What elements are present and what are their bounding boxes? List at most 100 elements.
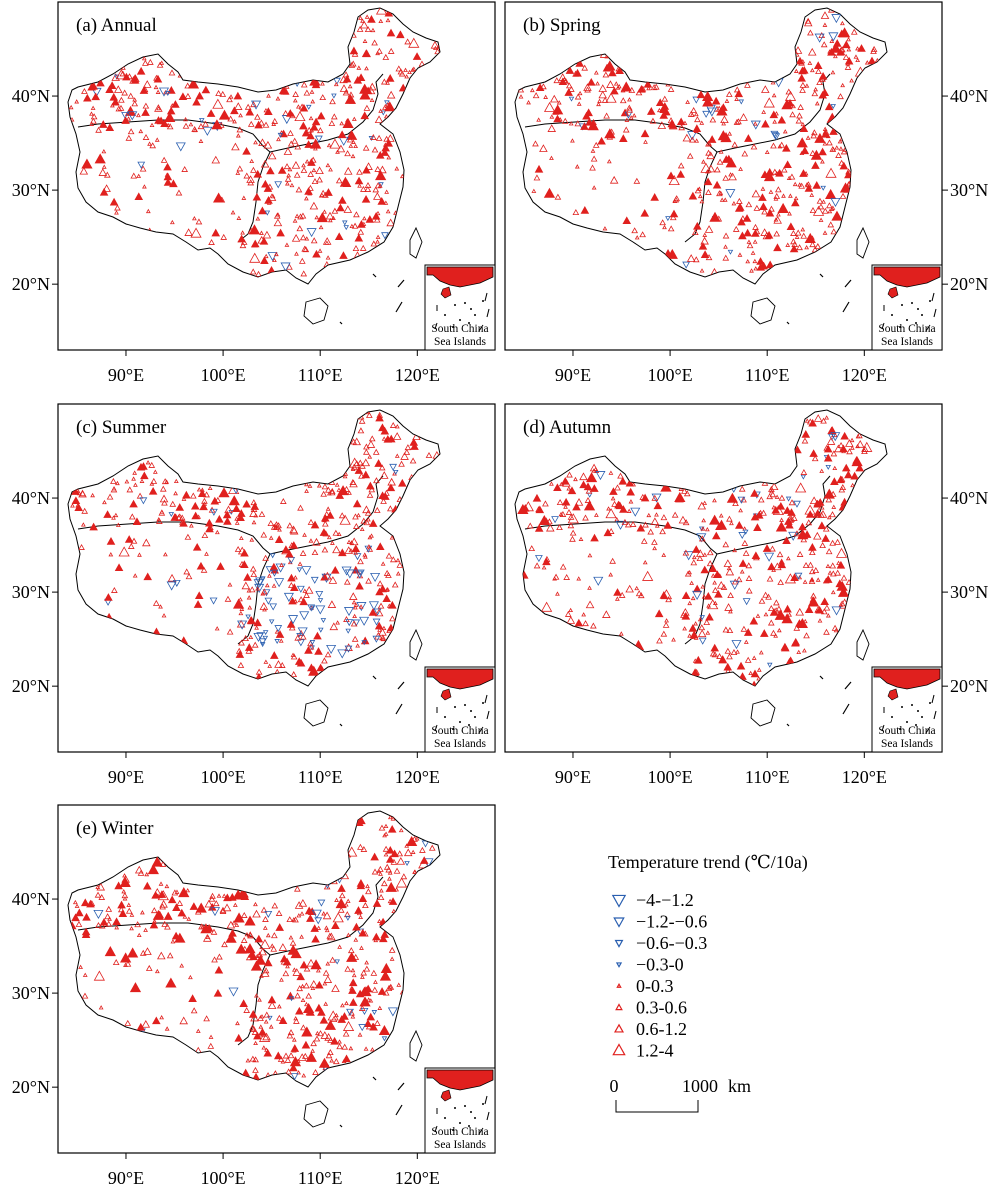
station-trend-marker bbox=[719, 103, 728, 111]
station-trend-marker bbox=[682, 626, 688, 631]
station-trend-marker bbox=[351, 116, 357, 121]
station-trend-marker bbox=[814, 132, 826, 143]
station-trend-marker bbox=[800, 121, 806, 127]
station-trend-marker bbox=[387, 505, 394, 512]
station-trend-marker bbox=[165, 977, 177, 988]
station-trend-marker bbox=[361, 458, 371, 467]
station-trend-marker bbox=[386, 434, 396, 443]
station-trend-marker bbox=[652, 83, 660, 90]
station-trend-marker bbox=[659, 219, 666, 226]
lon-tick-label: 110°E bbox=[745, 767, 790, 787]
station-trend-marker bbox=[374, 608, 384, 617]
station-trend-marker bbox=[724, 98, 730, 103]
station-trend-marker bbox=[238, 610, 244, 616]
legend-symbol-down bbox=[614, 939, 624, 948]
station-trend-marker bbox=[277, 1055, 285, 1062]
station-trend-marker bbox=[355, 581, 364, 590]
station-trend-marker bbox=[386, 155, 392, 160]
station-trend-marker bbox=[760, 228, 769, 236]
station-trend-marker bbox=[150, 907, 158, 914]
station-trend-marker bbox=[797, 529, 809, 540]
station-trend-marker bbox=[769, 110, 779, 119]
station-trend-marker bbox=[546, 523, 555, 532]
station-trend-marker bbox=[253, 901, 258, 907]
station-trend-marker bbox=[209, 508, 218, 516]
station-trend-marker bbox=[366, 86, 376, 95]
station-trend-marker bbox=[793, 624, 801, 631]
station-trend-marker bbox=[290, 671, 298, 678]
station-trend-marker bbox=[348, 592, 358, 600]
station-trend-marker bbox=[409, 438, 419, 446]
station-trend-marker bbox=[260, 588, 268, 595]
station-trend-marker bbox=[368, 486, 376, 493]
station-trend-marker bbox=[202, 120, 209, 127]
station-trend-marker bbox=[587, 585, 592, 590]
station-trend-marker bbox=[99, 187, 109, 196]
station-trend-marker bbox=[295, 1006, 304, 1015]
station-trend-marker bbox=[689, 630, 699, 639]
station-trend-marker bbox=[343, 615, 350, 622]
station-trend-marker bbox=[797, 574, 803, 580]
station-trend-marker bbox=[753, 554, 760, 561]
station-trend-marker bbox=[602, 226, 608, 231]
station-trend-marker bbox=[197, 489, 207, 497]
station-trend-marker bbox=[534, 164, 544, 173]
station-trend-marker bbox=[256, 951, 264, 958]
station-trend-marker bbox=[608, 572, 614, 577]
station-trend-marker bbox=[795, 619, 804, 627]
station-trend-marker bbox=[342, 71, 350, 78]
station-trend-marker bbox=[294, 143, 302, 150]
station-trend-marker bbox=[257, 1015, 264, 1022]
station-trend-marker bbox=[804, 418, 810, 423]
station-trend-marker bbox=[820, 41, 828, 48]
station-trend-marker bbox=[378, 491, 387, 500]
station-trend-marker bbox=[702, 232, 708, 237]
station-trend-marker bbox=[294, 213, 300, 218]
station-trend-marker bbox=[518, 94, 524, 99]
station-trend-marker bbox=[238, 596, 243, 602]
station-trend-marker bbox=[301, 1040, 311, 1049]
station-trend-marker bbox=[377, 197, 387, 205]
station-trend-marker bbox=[296, 1070, 301, 1075]
station-trend-marker bbox=[570, 138, 575, 143]
station-trend-marker bbox=[338, 548, 347, 557]
station-trend-marker bbox=[377, 183, 383, 188]
station-trend-marker bbox=[799, 65, 809, 74]
station-trend-marker bbox=[326, 142, 332, 148]
station-trend-marker bbox=[304, 236, 310, 241]
station-trend-marker bbox=[829, 206, 835, 211]
station-trend-marker bbox=[139, 478, 145, 483]
station-trend-marker bbox=[258, 1027, 267, 1036]
station-trend-marker bbox=[387, 876, 392, 881]
station-trend-marker bbox=[148, 461, 156, 468]
station-trend-marker bbox=[732, 500, 739, 507]
station-trend-marker bbox=[364, 26, 372, 33]
station-trend-marker bbox=[98, 120, 108, 128]
station-trend-marker bbox=[775, 605, 783, 612]
station-trend-marker bbox=[746, 239, 752, 244]
station-trend-marker bbox=[404, 843, 410, 848]
station-trend-marker bbox=[259, 236, 269, 245]
station-trend-marker bbox=[296, 639, 305, 647]
station-trend-marker bbox=[303, 592, 310, 598]
station-trend-marker bbox=[639, 231, 646, 238]
station-trend-marker bbox=[232, 598, 245, 609]
station-trend-marker bbox=[309, 201, 319, 210]
station-trend-marker bbox=[296, 567, 303, 573]
station-trend-marker bbox=[797, 103, 804, 110]
station-trend-marker bbox=[667, 85, 675, 92]
station-trend-marker bbox=[354, 569, 365, 579]
station-trend-marker bbox=[780, 166, 788, 173]
station-trend-marker bbox=[182, 914, 188, 919]
station-trend-marker bbox=[310, 237, 318, 244]
station-trend-marker bbox=[380, 962, 392, 973]
station-trend-marker bbox=[356, 910, 362, 916]
station-trend-marker bbox=[780, 643, 790, 652]
station-trend-marker bbox=[692, 584, 702, 593]
station-trend-marker bbox=[740, 625, 748, 632]
station-trend-marker bbox=[314, 1003, 324, 1012]
station-trend-marker bbox=[651, 494, 659, 501]
station-trend-marker bbox=[690, 106, 697, 113]
station-trend-marker bbox=[812, 205, 825, 216]
station-trend-marker bbox=[830, 477, 839, 485]
